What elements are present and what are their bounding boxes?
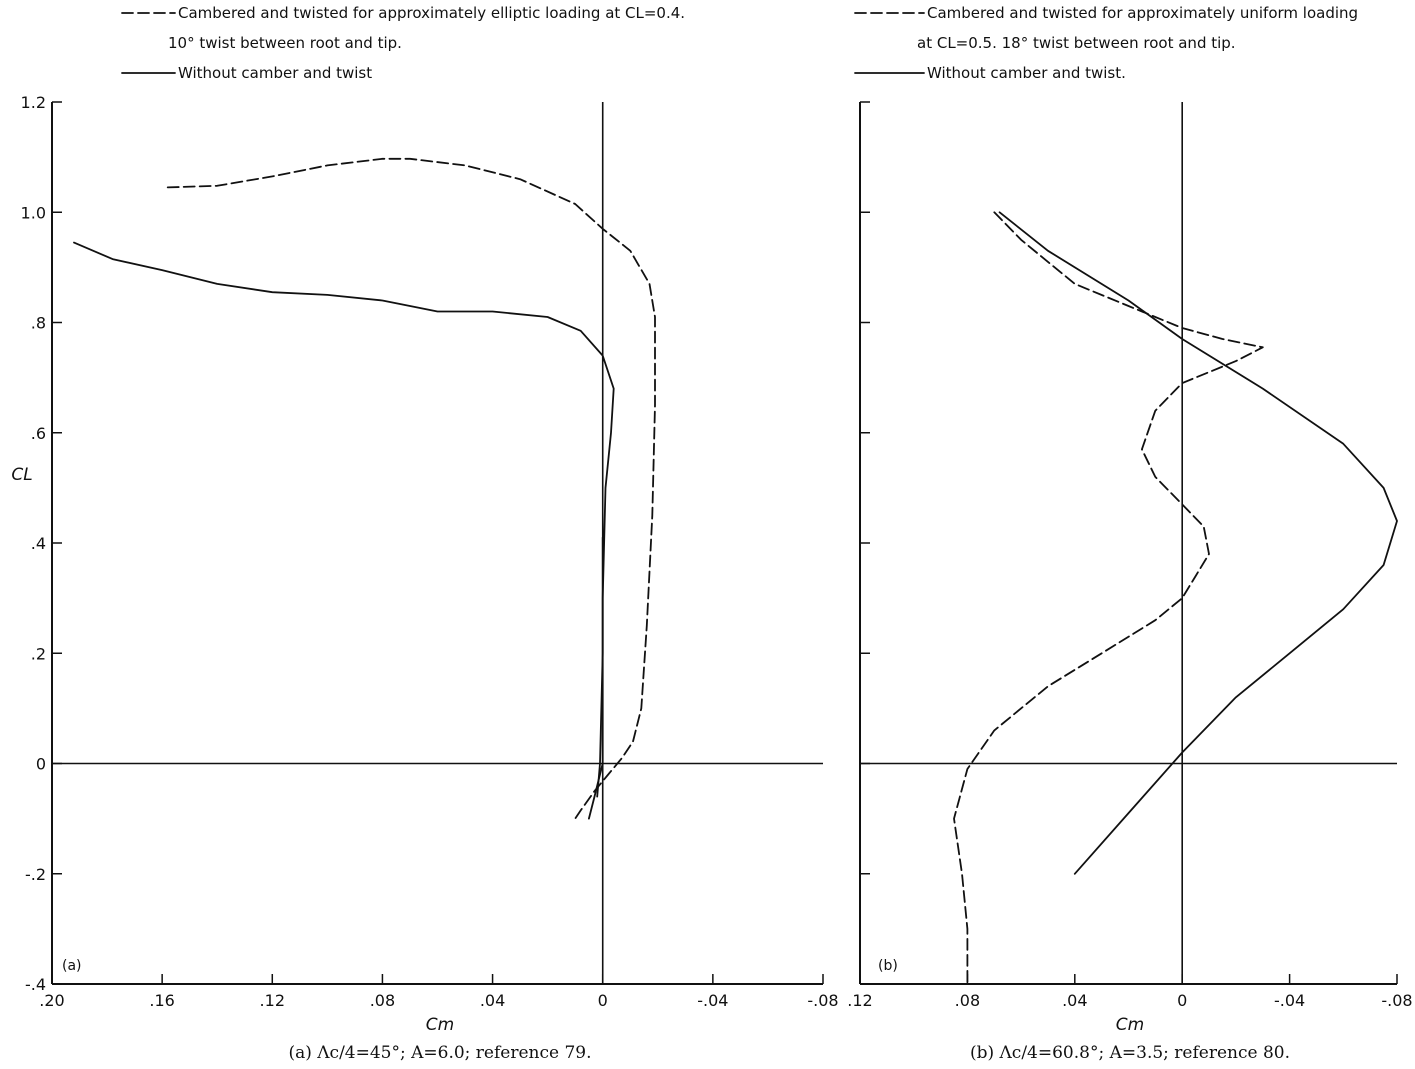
x-tick-label: -.04 [1274,991,1305,1010]
y-tick-label: 1.0 [21,203,46,222]
x-tick-label: 0 [1177,991,1187,1010]
y-tick-label: 1.2 [21,93,46,112]
y-tick-label: 0 [36,755,46,774]
y-tick-label: .6 [31,424,46,443]
legend-entry-text: Cambered and twisted for approximately e… [178,4,685,22]
x-tick-label: 0 [598,991,608,1010]
y-tick-label: .8 [31,314,46,333]
legend-entry-text: Cambered and twisted for approximately u… [927,4,1358,22]
x-tick-label: .04 [1062,991,1087,1010]
panel-tag: (a) [62,958,82,974]
legend-entry-text: Without camber and twist [178,64,372,82]
y-tick-label: .4 [31,534,46,553]
legend-entry-text: Without camber and twist. [927,64,1126,82]
series-line-solid-2 [596,536,604,798]
x-tick-label: .12 [260,991,285,1010]
x-tick-label: .20 [39,991,64,1010]
y-tick-label: -.4 [25,975,46,994]
x-axis-label: Cm [426,1015,454,1035]
series-line-solid-1 [998,211,1398,875]
x-tick-label: .08 [955,991,980,1010]
series-line-dashed-0 [166,157,656,820]
series-line-dashed-0 [953,211,1264,985]
x-tick-label: .04 [480,991,505,1010]
x-tick-label: -.08 [1381,991,1412,1010]
chart-panel-b: Cambered and twisted for approximately u… [847,4,1412,1063]
chart-panel-a: Cambered and twisted for approximately e… [11,4,838,1063]
x-tick-label: .12 [847,991,872,1010]
series-line-solid-1 [73,241,615,820]
x-axis-label: Cm [1116,1015,1144,1035]
x-tick-label: -.08 [807,991,838,1010]
x-tick-label: .16 [149,991,174,1010]
y-tick-label: .2 [31,644,46,663]
panel-tag: (b) [878,958,898,974]
y-axis-label: CL [11,465,32,485]
x-tick-label: -.04 [697,991,728,1010]
legend-entry-text: at CL=0.5. 18° twist between root and ti… [917,34,1236,52]
y-tick-label: -.2 [25,865,46,884]
figure-caption: (a) Λc/4=45°; A=6.0; reference 79. [288,1043,591,1063]
legend-entry-text: 10° twist between root and tip. [168,34,402,52]
figure-caption: (b) Λc/4=60.8°; A=3.5; reference 80. [970,1043,1290,1063]
x-tick-label: .08 [370,991,395,1010]
